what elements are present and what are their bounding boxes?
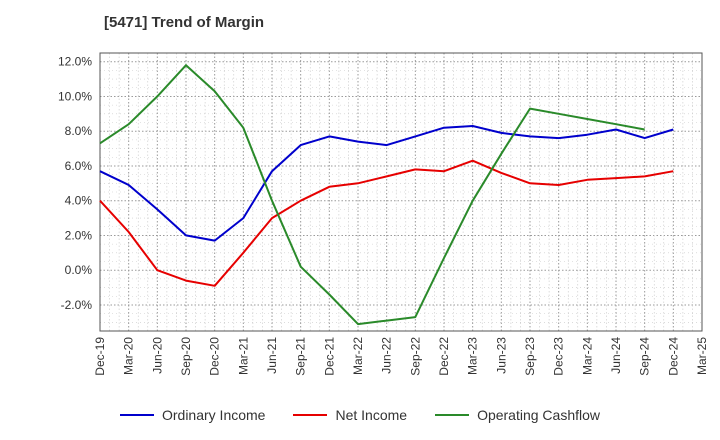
- legend-label: Ordinary Income: [161, 407, 266, 423]
- legend-swatch: [435, 414, 470, 416]
- x-tick-label: Sep-22: [408, 337, 422, 376]
- x-tick-label: Jun-20: [150, 337, 164, 374]
- y-tick-label: 6.0%: [65, 159, 93, 173]
- x-tick-label: Dec-22: [437, 337, 451, 376]
- x-tick-label: Sep-24: [638, 337, 652, 376]
- plot-frame: [99, 52, 703, 332]
- chart-plot: -2.0% 0.0% 2.0% 4.0% 6.0% 8.0% 10.0% 12.0% Dec-…: [58, 52, 709, 376]
- x-tick-label: Dec-19: [93, 337, 107, 376]
- legend-item-net-income: Net Income: [293, 407, 407, 423]
- y-tick-label: 12.0%: [58, 55, 92, 69]
- legend-label: Operating Cashflow: [477, 407, 601, 423]
- series-layer: [99, 64, 674, 326]
- legend-label: Net Income: [335, 407, 408, 423]
- x-axis: Dec-19 Mar-20 Jun-20 Sep-20 Dec-20 Mar-21 Jun-…: [93, 337, 709, 376]
- x-tick-label: Jun-21: [265, 337, 279, 374]
- y-axis: -2.0% 0.0% 2.0% 4.0% 6.0% 8.0% 10.0% 12.0%: [58, 55, 92, 312]
- legend-item-operating-cashflow: Operating Cashflow: [435, 407, 600, 423]
- y-tick-label: 8.0%: [65, 124, 93, 138]
- y-tick-label: 4.0%: [65, 194, 93, 208]
- x-tick-label: Sep-23: [523, 337, 537, 376]
- x-tick-label: Mar-24: [580, 337, 594, 375]
- series-line-ordinary-income: [99, 125, 674, 242]
- x-tick-label: Jun-24: [609, 337, 623, 374]
- x-tick-label: Mar-22: [351, 337, 365, 375]
- x-tick-label: Dec-24: [666, 337, 680, 376]
- y-tick-label: 10.0%: [58, 89, 92, 103]
- x-tick-label: Mar-25: [695, 337, 709, 375]
- y-tick-label: 2.0%: [65, 228, 93, 242]
- x-tick-label: Dec-23: [552, 337, 566, 376]
- legend-swatch: [293, 414, 328, 416]
- legend-swatch: [119, 414, 154, 416]
- series-line-operating-cashflow: [99, 64, 645, 326]
- series-line-net-income: [99, 159, 674, 287]
- x-tick-label: Mar-23: [466, 337, 480, 375]
- x-tick-label: Mar-20: [122, 337, 136, 375]
- legend-item-ordinary-income: Ordinary Income: [119, 407, 266, 423]
- x-tick-label: Sep-21: [294, 337, 308, 376]
- x-tick-label: Mar-21: [236, 337, 250, 375]
- grid-layer: [99, 52, 703, 332]
- x-tick-label: Jun-22: [380, 337, 394, 374]
- chart-title: [5471] Trend of Margin: [104, 14, 265, 31]
- x-tick-label: Dec-21: [322, 337, 336, 376]
- x-tick-label: Jun-23: [494, 337, 508, 374]
- y-tick-label: -2.0%: [61, 298, 93, 312]
- y-tick-label: 0.0%: [65, 263, 93, 277]
- legend: Ordinary Income Net Income Operating Cashf…: [0, 404, 720, 426]
- x-tick-label: Dec-20: [208, 337, 222, 376]
- x-tick-label: Sep-20: [179, 337, 193, 376]
